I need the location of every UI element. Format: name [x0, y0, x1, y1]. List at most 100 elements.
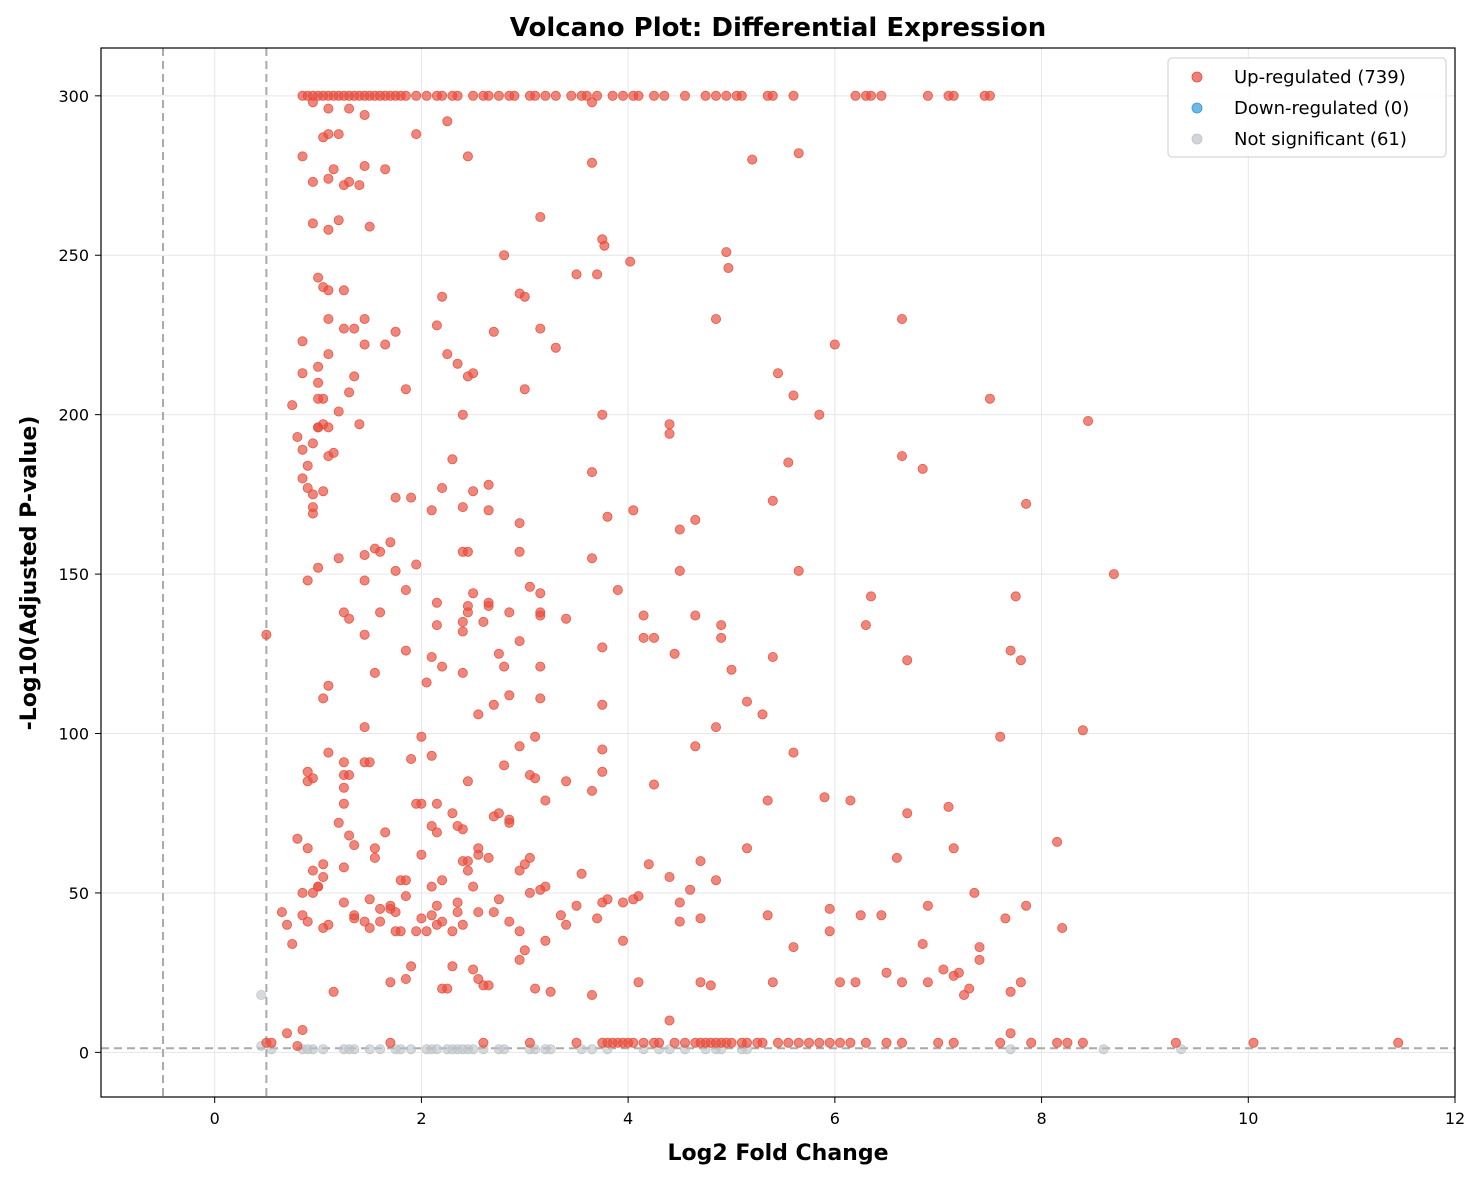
- data-point: [664, 428, 675, 439]
- data-point: [1021, 498, 1032, 509]
- data-point: [897, 451, 908, 462]
- data-point: [891, 852, 902, 863]
- data-point: [767, 90, 778, 101]
- data-point: [307, 97, 318, 108]
- data-point: [281, 1028, 292, 1039]
- data-point: [307, 773, 318, 784]
- data-point: [488, 699, 499, 710]
- x-axis-label: Log2 Fold Change: [667, 1141, 888, 1166]
- x-tick-label: 10: [1238, 1109, 1258, 1128]
- data-point: [483, 479, 494, 490]
- data-point: [587, 1044, 598, 1055]
- data-point: [344, 830, 355, 841]
- data-point: [793, 565, 804, 576]
- data-point: [654, 1037, 665, 1048]
- data-point: [571, 269, 582, 280]
- data-point: [390, 492, 401, 503]
- data-point: [747, 154, 758, 165]
- data-point: [364, 894, 375, 905]
- data-point: [618, 935, 629, 946]
- data-point: [416, 798, 427, 809]
- data-point: [411, 926, 422, 937]
- data-point: [1010, 591, 1021, 602]
- data-point: [400, 90, 411, 101]
- data-point: [829, 339, 840, 350]
- data-point: [307, 865, 318, 876]
- data-point: [292, 833, 303, 844]
- data-point: [649, 90, 660, 101]
- data-point: [318, 872, 329, 883]
- data-point: [638, 1037, 649, 1048]
- data-point: [881, 967, 892, 978]
- data-point: [519, 945, 530, 956]
- data-point: [597, 699, 608, 710]
- data-point: [674, 916, 685, 927]
- x-tick-label: 0: [210, 1109, 220, 1128]
- data-point: [349, 1044, 360, 1055]
- data-point: [638, 632, 649, 643]
- data-point: [400, 891, 411, 902]
- data-point: [297, 444, 308, 455]
- data-point: [302, 460, 313, 471]
- data-point: [597, 409, 608, 420]
- data-point: [540, 935, 551, 946]
- data-point: [793, 1037, 804, 1048]
- data-point: [426, 910, 437, 921]
- data-point: [504, 690, 515, 701]
- data-point: [318, 486, 329, 497]
- data-point: [297, 368, 308, 379]
- data-point: [457, 409, 468, 420]
- data-point: [431, 827, 442, 838]
- data-point: [530, 773, 541, 784]
- y-tick-label: 200: [58, 406, 89, 425]
- data-point: [452, 907, 463, 918]
- data-point: [555, 910, 566, 921]
- data-point: [938, 964, 949, 975]
- data-point: [380, 339, 391, 350]
- data-point: [773, 1037, 784, 1048]
- data-point: [338, 782, 349, 793]
- data-point: [917, 463, 928, 474]
- data-point: [1052, 836, 1063, 847]
- data-point: [519, 291, 530, 302]
- data-point: [1248, 1037, 1259, 1048]
- data-point: [437, 90, 448, 101]
- data-point: [897, 977, 908, 988]
- data-point: [483, 505, 494, 516]
- data-point: [313, 377, 324, 388]
- data-point: [835, 977, 846, 988]
- data-point: [788, 747, 799, 758]
- data-point: [318, 1044, 329, 1055]
- data-point: [390, 907, 401, 918]
- data-point: [793, 148, 804, 159]
- data-point: [493, 90, 504, 101]
- data-point: [307, 218, 318, 229]
- data-point: [1005, 1044, 1016, 1055]
- data-point: [406, 1044, 417, 1055]
- data-point: [602, 511, 613, 522]
- data-point: [431, 597, 442, 608]
- data-point: [783, 1037, 794, 1048]
- data-point: [561, 919, 572, 930]
- legend: Up-regulated (739) Down-regulated (0) No…: [1167, 57, 1447, 158]
- data-point: [431, 320, 442, 331]
- data-point: [576, 868, 587, 879]
- data-point: [943, 801, 954, 812]
- data-point: [948, 1037, 959, 1048]
- data-point: [545, 1044, 556, 1055]
- data-point: [369, 667, 380, 678]
- data-point: [1077, 725, 1088, 736]
- data-point: [462, 601, 473, 612]
- data-point: [385, 1037, 396, 1048]
- data-point: [757, 709, 768, 720]
- data-point: [530, 90, 541, 101]
- data-point: [664, 419, 675, 430]
- data-point: [1108, 569, 1119, 580]
- data-point: [705, 980, 716, 991]
- chart-title: Volcano Plot: Differential Expression: [510, 13, 1046, 43]
- y-tick-label: 100: [58, 725, 89, 744]
- data-point: [974, 954, 985, 965]
- data-point: [488, 907, 499, 918]
- data-point: [700, 90, 711, 101]
